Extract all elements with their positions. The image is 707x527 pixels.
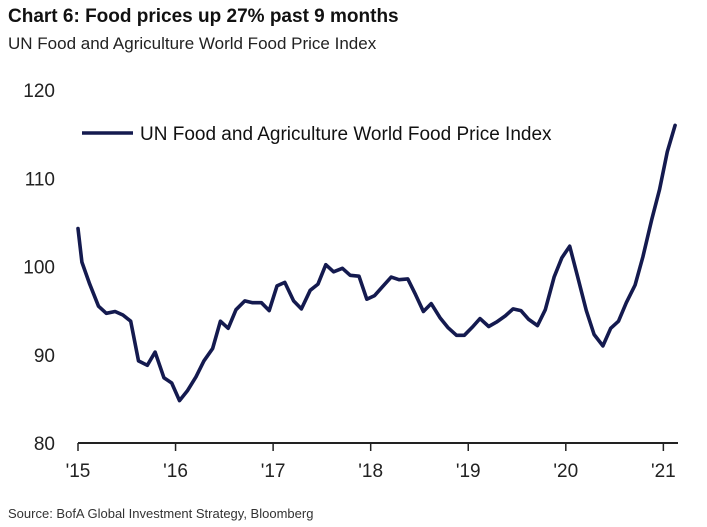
y-tick-label: 80 (34, 434, 55, 455)
y-tick-label: 120 (23, 81, 55, 102)
y-tick-label: 90 (34, 346, 55, 367)
x-tick-label: '21 (651, 461, 676, 482)
x-tick-label: '20 (553, 461, 578, 482)
legend-label: UN Food and Agriculture World Food Price… (140, 124, 552, 145)
series-line (76, 123, 677, 403)
y-tick-label: 110 (25, 169, 55, 190)
series-group (76, 123, 677, 403)
x-tick-label: '18 (358, 461, 383, 482)
x-tick-label: '19 (456, 461, 481, 482)
x-tick-label: '16 (163, 461, 188, 482)
x-axis-tick-labels: '15 '16 '17 '18 '19 '20 '21 (66, 461, 676, 482)
x-tick-label: '15 (66, 461, 91, 482)
legend: UN Food and Agriculture World Food Price… (82, 124, 552, 145)
x-tick-label: '17 (261, 461, 286, 482)
y-axis-tick-labels: 80 90 100 110 120 (23, 81, 55, 455)
source-note: Source: BofA Global Investment Strategy,… (8, 506, 314, 521)
line-chart: 80 90 100 110 120 '15 '16 '17 '18 '19 '20 '21 UN F… (23, 81, 678, 482)
x-axis-ticks (77, 443, 665, 451)
chart-subtitle: UN Food and Agriculture World Food Price… (8, 34, 377, 53)
chart-title: Chart 6: Food prices up 27% past 9 month… (8, 6, 399, 27)
y-tick-label: 100 (23, 258, 55, 279)
